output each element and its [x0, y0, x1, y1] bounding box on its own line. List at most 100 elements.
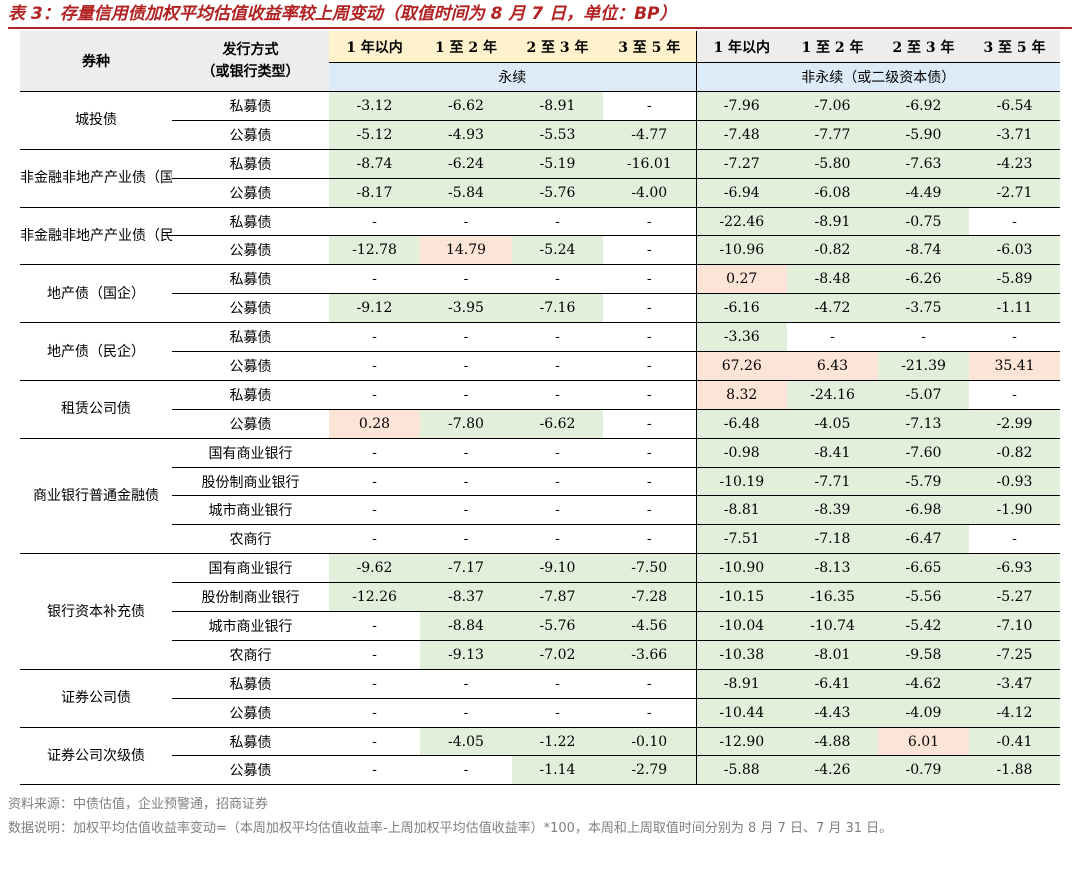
- value-cell: -0.82: [969, 438, 1060, 468]
- issue-method: 私募债: [172, 727, 329, 757]
- value-cell: -8.74: [329, 149, 420, 179]
- value-cell: -: [512, 380, 603, 410]
- group-name: 城投债: [20, 91, 172, 150]
- table-row: 公募债 -8.17 -5.84 -5.76 -4.00 -6.94 -6.08 -4.49 -2…: [20, 178, 1060, 208]
- value-cell: -5.53: [512, 120, 603, 150]
- value-cell: -: [329, 524, 420, 555]
- value-cell: -: [512, 467, 603, 497]
- issue-method: 城市商业银行: [172, 611, 329, 641]
- issue-method: 私募债: [172, 380, 329, 410]
- header-term: 1 年以内: [329, 31, 420, 63]
- value-cell: -10.74: [787, 611, 878, 641]
- value-cell: -: [969, 207, 1060, 237]
- value-cell: -6.08: [787, 178, 878, 208]
- value-cell: 14.79: [420, 235, 512, 266]
- value-cell: -10.44: [696, 698, 787, 728]
- value-cell: -10.15: [696, 582, 787, 613]
- issue-method: 公募债: [172, 178, 329, 208]
- table-row: 股份制商业银行 - - - - -10.19 -7.71 -5.79 -0.93: [20, 467, 1060, 497]
- value-cell: -8.91: [696, 669, 787, 699]
- value-cell: -10.04: [696, 611, 787, 641]
- value-cell: -5.19: [512, 149, 603, 179]
- value-cell: -: [603, 438, 697, 468]
- table-row: 公募债 -5.12 -4.93 -5.53 -4.77 -7.48 -7.77 -5.90 -3…: [20, 120, 1060, 150]
- value-cell: -4.05: [420, 727, 512, 757]
- value-cell: -0.82: [787, 235, 878, 266]
- value-cell: -: [420, 322, 512, 353]
- value-cell: -0.93: [969, 467, 1060, 497]
- value-cell: -: [603, 235, 697, 266]
- header-issue-method: 发行方式 （或银行类型）: [172, 31, 329, 92]
- table-row: 租赁公司债 私募债 - - - -8.32 -24.16 -5.07-: [20, 380, 1060, 439]
- table-row: 证券公司次级债 私募债 - -4.05 -1.22 -0.10 -12.90 -4.88 6.0…: [20, 727, 1060, 786]
- issue-method: 农商行: [172, 524, 329, 555]
- value-cell: -8.81: [696, 495, 787, 526]
- value-cell: 6.43: [787, 351, 878, 381]
- value-cell: -16.35: [787, 582, 878, 613]
- value-cell: -5.89: [969, 264, 1060, 295]
- value-cell: -3.75: [878, 293, 969, 324]
- issue-method: 私募债: [172, 669, 329, 699]
- value-cell: -: [969, 524, 1060, 555]
- value-cell: -1.22: [512, 727, 603, 757]
- value-cell: -7.18: [787, 524, 878, 555]
- group-name: 证券公司次级债: [20, 727, 172, 786]
- value-cell: -: [603, 669, 697, 699]
- value-cell: -9.13: [420, 640, 512, 670]
- value-cell: -: [512, 264, 603, 295]
- value-cell: 0.28: [329, 409, 420, 439]
- issue-method: 私募债: [172, 91, 329, 121]
- value-cell: -12.90: [696, 727, 787, 757]
- value-cell: -7.10: [969, 611, 1060, 641]
- value-cell: -7.02: [512, 640, 603, 670]
- value-cell: -: [329, 380, 420, 410]
- issue-method: 公募债: [172, 755, 329, 786]
- value-cell: -: [329, 755, 420, 786]
- group-name: 证券公司债: [20, 669, 172, 728]
- header-term: 3 至 5 年: [603, 31, 697, 63]
- value-cell: -8.48: [787, 264, 878, 295]
- value-cell: -: [787, 322, 878, 353]
- header-issue-method-line1: 发行方式: [222, 42, 279, 58]
- table-row: 地产债（民企） 私募债 - - - - -3.36- - -: [20, 322, 1060, 381]
- value-cell: -: [603, 495, 697, 526]
- issue-method: 城市商业银行: [172, 495, 329, 526]
- value-cell: -6.94: [696, 178, 787, 208]
- value-cell: -: [420, 467, 512, 497]
- table-row: 城市商业银行 - - - - -8.81 -8.39 -6.98 -1.90: [20, 495, 1060, 526]
- value-cell: -3.95: [420, 293, 512, 324]
- value-cell: -: [603, 264, 697, 295]
- value-cell: -9.10: [512, 553, 603, 584]
- header-term: 1 年以内: [696, 31, 787, 63]
- group-name: 地产债（民企）: [20, 322, 172, 381]
- table-row: 公募债 0.28 -7.80 -6.62- -6.48 -4.05 -7.13 -2.99: [20, 409, 1060, 439]
- value-cell: -: [420, 669, 512, 699]
- value-cell: -10.90: [696, 553, 787, 584]
- value-cell: -: [512, 207, 603, 237]
- issue-method: 国有商业银行: [172, 553, 329, 584]
- value-cell: -7.48: [696, 120, 787, 150]
- value-cell: -7.27: [696, 149, 787, 179]
- value-cell: -7.60: [878, 438, 969, 468]
- value-cell: -: [420, 207, 512, 237]
- value-cell: -4.26: [787, 755, 878, 786]
- table-row: 城市商业银行 - -8.84 -5.76 -4.56 -10.04 -10.74 -5.42-…: [20, 611, 1060, 641]
- issue-method: 股份制商业银行: [172, 467, 329, 497]
- value-cell: -5.76: [512, 611, 603, 641]
- table-body: 城投债 私募债 -3.12 -6.62 -8.91- -7.96 -7.06 -6.92 -6.…: [20, 91, 1060, 786]
- value-cell: -6.16: [696, 293, 787, 324]
- value-cell: -: [420, 438, 512, 468]
- value-cell: -7.80: [420, 409, 512, 439]
- value-cell: -8.84: [420, 611, 512, 641]
- value-cell: -7.87: [512, 582, 603, 613]
- table-row: 公募债 - - -1.14 -2.79 -5.88 -4.26 -0.79 -1.88: [20, 755, 1060, 786]
- value-cell: -: [420, 264, 512, 295]
- value-cell: -7.25: [969, 640, 1060, 670]
- value-cell: -: [603, 698, 697, 728]
- value-cell: -8.37: [420, 582, 512, 613]
- value-cell: -5.79: [878, 467, 969, 497]
- yield-change-table: 券种 发行方式 （或银行类型） 1 年以内 1 至 2 年 2 至 3 年 3 …: [20, 31, 1060, 786]
- value-cell: -: [512, 322, 603, 353]
- table-row: 公募债 -9.12 -3.95 -7.16- -6.16 -4.72 -3.75 -1.11: [20, 293, 1060, 324]
- table-row: 商业银行普通金融债 国有商业银行 - - - - -0.98 -8.41 -7.60 -0.82: [20, 438, 1060, 555]
